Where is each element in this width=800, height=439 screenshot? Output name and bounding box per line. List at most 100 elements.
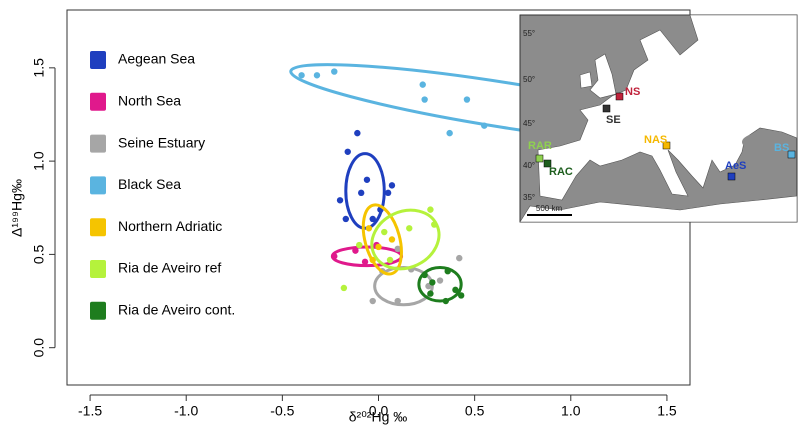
data-point	[384, 189, 392, 197]
site-marker	[662, 141, 671, 150]
data-point	[336, 197, 344, 204]
data-point	[463, 96, 471, 103]
data-point	[456, 254, 463, 262]
site-marker	[787, 150, 796, 159]
data-point	[344, 148, 351, 155]
data-point	[365, 225, 373, 232]
data-point	[369, 256, 376, 264]
data-point	[357, 189, 365, 197]
data-point	[369, 297, 376, 305]
data-point	[313, 72, 321, 79]
data-point	[388, 182, 396, 189]
data-point	[388, 236, 396, 243]
scale-label: 500 km	[536, 204, 563, 213]
site-marker	[615, 92, 624, 101]
y-tick-label: 1.5	[31, 58, 47, 78]
legend-label: Ria de Aveiro cont.	[118, 302, 235, 318]
legend-label: North Sea	[118, 93, 181, 109]
x-tick-label: -1.5	[78, 403, 102, 419]
data-point	[375, 243, 382, 251]
legend-swatch	[90, 218, 106, 237]
x-tick-label: -1.0	[174, 403, 198, 419]
x-tick-label: 0.0	[369, 403, 389, 419]
x-tick-label: 1.5	[657, 403, 677, 419]
data-point	[342, 215, 350, 223]
data-point	[394, 245, 401, 253]
legend-swatch	[90, 176, 106, 195]
data-point	[352, 247, 359, 254]
site-label: SE	[606, 114, 621, 126]
site-marker	[543, 159, 552, 168]
data-point	[446, 129, 453, 137]
data-point	[457, 292, 465, 299]
data-point	[386, 256, 394, 264]
site-marker	[602, 104, 611, 113]
x-tick-label: 1.0	[561, 403, 581, 419]
latitude-label: 45°	[523, 119, 535, 128]
data-point	[363, 176, 371, 183]
plot-area: -1.5 -1.0 -0.5 0.0 0.5 1.0 1.5 0.0 0.5 1.0 1.5	[31, 58, 722, 419]
x-tick-label: 0.5	[465, 403, 485, 419]
legend-label: Black Sea	[118, 176, 181, 192]
x-tick-label: -0.5	[270, 403, 294, 419]
latitude-label: 40°	[523, 161, 535, 170]
legend-label: Ria de Aveiro ref	[118, 260, 221, 276]
data-point	[394, 297, 401, 305]
data-point	[431, 221, 438, 228]
data-point	[444, 267, 451, 275]
inset-map: 55° 50° 45° 40° 35° 500 km NS SE NAS AeS…	[519, 14, 798, 223]
y-tick-label: 0.5	[31, 244, 47, 264]
data-point	[331, 253, 338, 260]
confidence-ellipse	[417, 265, 463, 303]
site-label: RAC	[549, 166, 573, 178]
confidence-ellipse	[344, 152, 386, 230]
site-label: RAR	[528, 140, 552, 152]
data-point	[427, 206, 434, 213]
latitude-label: 55°	[523, 29, 535, 38]
legend-swatch	[90, 301, 106, 320]
y-tick-label: 1.0	[31, 151, 47, 171]
map-land	[537, 14, 798, 201]
data-point	[419, 81, 426, 88]
site-label: AeS	[725, 160, 746, 172]
legend-label: Aegean Sea	[118, 51, 195, 67]
site-marker	[727, 172, 736, 181]
site-label: NAS	[644, 134, 667, 146]
data-point	[298, 72, 305, 79]
data-point	[340, 284, 348, 292]
data-point	[427, 290, 434, 297]
data-point	[481, 122, 488, 129]
map-black-sea	[742, 132, 794, 152]
legend-label: Seine Estuary	[118, 134, 205, 150]
data-point	[421, 96, 428, 103]
data-point	[369, 215, 376, 223]
y-tick-label: 0.0	[31, 338, 47, 358]
data-point	[436, 277, 444, 284]
data-point	[421, 271, 428, 279]
data-point	[406, 225, 413, 232]
data-point	[429, 279, 436, 286]
legend-swatch	[90, 51, 106, 69]
data-point	[354, 129, 361, 137]
latitude-label: 35°	[523, 193, 535, 202]
data-point	[442, 297, 449, 305]
legend: Aegean Sea North Sea Seine Estuary Black Se…	[90, 51, 235, 320]
data-point	[356, 241, 363, 249]
data-point	[381, 228, 388, 236]
data-point	[452, 286, 459, 294]
site-label: BS	[774, 142, 789, 154]
legend-swatch	[90, 92, 106, 111]
x-axis-label: δ²⁰²Hg ‰	[349, 409, 408, 425]
legend-swatch	[90, 134, 106, 153]
legend-swatch	[90, 260, 106, 278]
site-marker	[535, 154, 544, 163]
map-ireland	[579, 71, 593, 89]
confidence-ellipse	[361, 203, 403, 276]
map-britain	[589, 53, 617, 99]
legend-label: Northern Adriatic	[118, 218, 222, 234]
site-label: NS	[625, 86, 640, 98]
y-axis-label: Δ¹⁹⁹Hg‰	[9, 179, 25, 237]
map-africa	[519, 195, 798, 223]
data-point	[331, 68, 338, 75]
